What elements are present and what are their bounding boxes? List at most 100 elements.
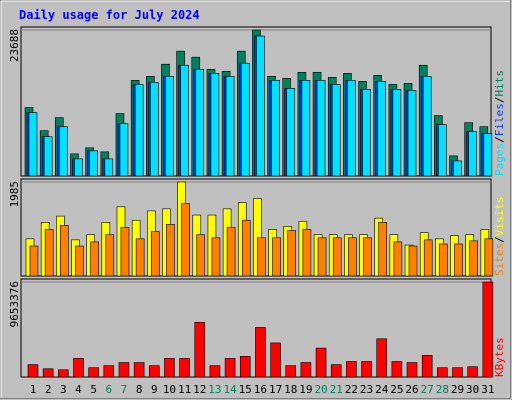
x-tick-label: 10 (163, 383, 176, 396)
legend-separator: / (493, 236, 506, 243)
bar (332, 237, 342, 277)
x-tick-label: 22 (345, 383, 358, 396)
bar (392, 89, 402, 177)
bar (270, 342, 281, 378)
bar (27, 364, 39, 378)
bar (301, 80, 311, 177)
x-tick-label: 26 (405, 383, 418, 396)
bar (224, 358, 236, 378)
bar (330, 364, 342, 378)
bar (302, 229, 312, 277)
legend-entry: Pages (493, 143, 506, 176)
x-tick-label: 12 (193, 383, 206, 396)
bar (74, 158, 83, 177)
bar (43, 136, 53, 177)
x-tick-label: 30 (466, 383, 479, 396)
bar (241, 219, 251, 277)
bar (119, 123, 129, 177)
x-tick-label: 20 (314, 383, 327, 396)
x-tick-label: 8 (136, 383, 143, 396)
legend-entry: Hits (493, 70, 506, 97)
bar (120, 227, 130, 277)
bar (315, 347, 327, 378)
bar (484, 238, 494, 277)
bar (134, 84, 144, 177)
bar (469, 240, 478, 277)
bar (90, 241, 99, 277)
x-tick-label: 25 (390, 383, 403, 396)
x-tick-label: 18 (284, 383, 297, 396)
bar (211, 237, 221, 277)
bar (135, 238, 145, 277)
bar (422, 76, 432, 177)
x-tick-label: 14 (223, 383, 237, 396)
bar (58, 369, 69, 378)
bar (421, 355, 433, 378)
bar (287, 230, 297, 277)
bar (29, 245, 39, 277)
bar (226, 227, 236, 277)
bar (195, 68, 205, 177)
y-tick-label: 23688 (8, 29, 21, 62)
x-tick-label: 11 (178, 383, 191, 396)
bar (346, 361, 357, 378)
bar (453, 160, 462, 177)
bar (180, 64, 189, 177)
x-tick-label: 7 (121, 383, 128, 396)
bar (300, 362, 312, 378)
bar (149, 82, 159, 177)
bar (59, 126, 68, 177)
bar (468, 131, 477, 177)
x-tick-label: 13 (208, 383, 221, 396)
x-tick-label: 4 (75, 383, 82, 396)
bar (73, 358, 84, 378)
legend-separator: / (493, 97, 506, 104)
bar (391, 361, 403, 378)
bar (89, 150, 98, 177)
bar (60, 225, 69, 277)
bar (150, 231, 160, 277)
legend: Sites/Visits (493, 197, 506, 277)
bar (104, 158, 114, 177)
bar (118, 362, 130, 378)
x-tick-label: 3 (60, 383, 67, 396)
bar (437, 367, 448, 378)
bar (361, 361, 372, 378)
legend-entry: KBytes (493, 337, 506, 377)
bar (165, 76, 174, 177)
chart-title: Daily usage for July 2024 (19, 8, 200, 22)
bar (272, 237, 281, 277)
bar (166, 224, 175, 277)
x-tick-label: 9 (151, 383, 158, 396)
bar (377, 81, 387, 177)
bar (239, 356, 251, 378)
x-tick-label: 29 (451, 383, 464, 396)
bar (407, 90, 417, 177)
bar (179, 358, 190, 378)
x-tick-label: 23 (360, 383, 373, 396)
bar (209, 365, 221, 378)
x-tick-label: 15 (239, 383, 252, 396)
bar (406, 362, 418, 378)
x-tick-label: 6 (105, 383, 112, 396)
bar (257, 237, 266, 277)
x-tick-label: 5 (90, 383, 97, 396)
bar (194, 321, 206, 378)
bar (482, 281, 494, 378)
bar (271, 80, 280, 177)
legend-entry: Visits (493, 197, 506, 237)
bar (181, 203, 190, 277)
bar (452, 367, 463, 378)
x-tick-label: 1 (30, 383, 37, 396)
bar (225, 76, 235, 177)
x-tick-label: 27 (421, 383, 434, 396)
legend-entry: Files (493, 103, 506, 136)
bar (317, 237, 327, 277)
y-tick-label: 9653376 (8, 281, 21, 327)
bar (376, 338, 388, 378)
bar (240, 62, 250, 177)
bar (88, 367, 99, 378)
bar (423, 239, 433, 277)
bar (28, 112, 38, 177)
